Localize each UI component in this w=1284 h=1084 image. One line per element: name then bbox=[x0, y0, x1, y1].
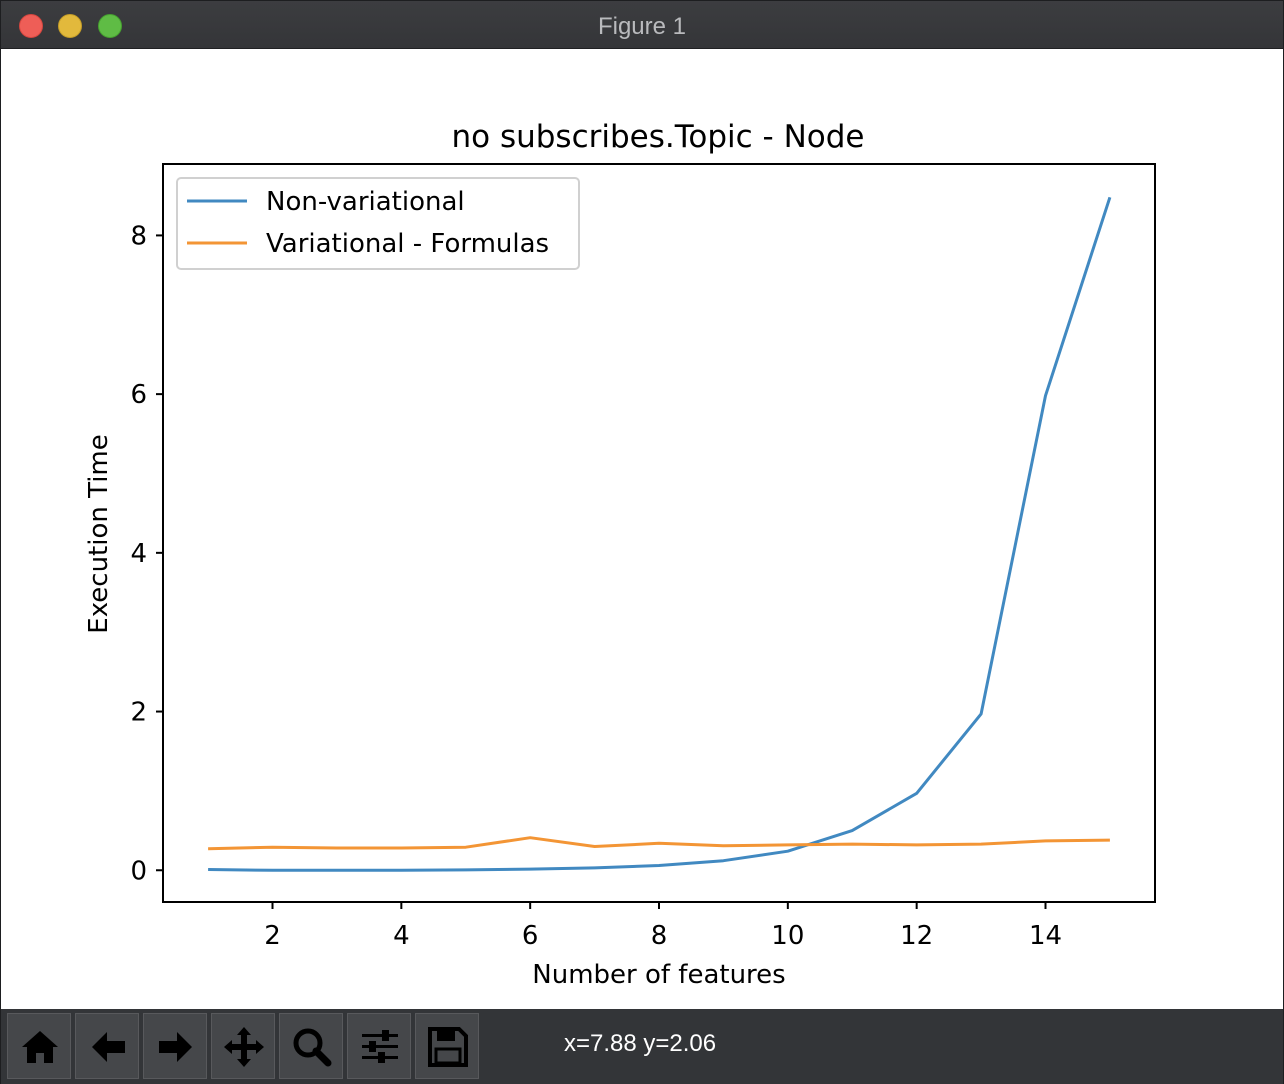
back-button[interactable] bbox=[75, 1013, 139, 1079]
y-axis-label: Execution Time bbox=[84, 434, 114, 633]
maximize-window-button[interactable] bbox=[98, 14, 122, 38]
close-window-button[interactable] bbox=[19, 14, 43, 38]
configure-subplots-button[interactable] bbox=[347, 1013, 411, 1079]
navigation-toolbar bbox=[1, 1009, 1283, 1084]
x-tick-label: 2 bbox=[264, 921, 281, 951]
y-tick-label: 2 bbox=[130, 698, 147, 728]
pan-move-icon bbox=[224, 1027, 264, 1067]
y-tick-label: 6 bbox=[130, 380, 147, 410]
pan-button[interactable] bbox=[211, 1013, 275, 1079]
forward-button[interactable] bbox=[143, 1013, 207, 1079]
home-icon bbox=[22, 1031, 58, 1063]
x-tick-label: 6 bbox=[522, 921, 539, 951]
x-axis-label: Number of features bbox=[532, 960, 785, 990]
legend: Non-variational Variational - Formulas bbox=[176, 177, 580, 270]
home-button[interactable] bbox=[7, 1013, 71, 1079]
zoom-button[interactable] bbox=[279, 1013, 343, 1079]
figure-canvas[interactable]: no subscribes.Topic - Node 2 4 6 8 10 12 14 0 2… bbox=[1, 49, 1283, 1009]
configure-subplots-icon bbox=[362, 1030, 398, 1063]
x-tick-label: 10 bbox=[771, 921, 804, 951]
x-tick-label: 14 bbox=[1029, 921, 1062, 951]
x-tick-label: 12 bbox=[900, 921, 933, 951]
series-layer bbox=[207, 196, 1112, 872]
title-bar[interactable]: Figure 1 bbox=[1, 1, 1283, 49]
window-title: Figure 1 bbox=[597, 13, 687, 40]
x-tick-label: 8 bbox=[651, 921, 668, 951]
cursor-coordinates: x=7.88 y=2.06 bbox=[564, 1030, 717, 1057]
zoom-magnifier-icon bbox=[293, 1028, 332, 1067]
x-tick-label: 4 bbox=[393, 921, 410, 951]
legend-label-non-variational: Non-variational bbox=[266, 187, 465, 217]
back-arrow-icon bbox=[92, 1032, 125, 1062]
y-tick-label: 4 bbox=[130, 539, 147, 569]
forward-arrow-icon bbox=[159, 1032, 192, 1062]
save-button[interactable] bbox=[415, 1013, 479, 1079]
y-tick-label: 8 bbox=[130, 221, 147, 251]
chart-title: no subscribes.Topic - Node bbox=[451, 119, 864, 155]
y-tick-label: 0 bbox=[130, 856, 147, 886]
x-axis: 2 4 6 8 10 12 14 bbox=[264, 902, 1062, 951]
legend-label-variational-formulas: Variational - Formulas bbox=[266, 229, 549, 259]
minimize-window-button[interactable] bbox=[58, 14, 82, 38]
legend-box bbox=[176, 177, 580, 270]
y-axis: 0 2 4 6 8 bbox=[130, 221, 163, 886]
plot-area bbox=[162, 163, 1156, 903]
save-floppy-icon bbox=[428, 1027, 468, 1067]
